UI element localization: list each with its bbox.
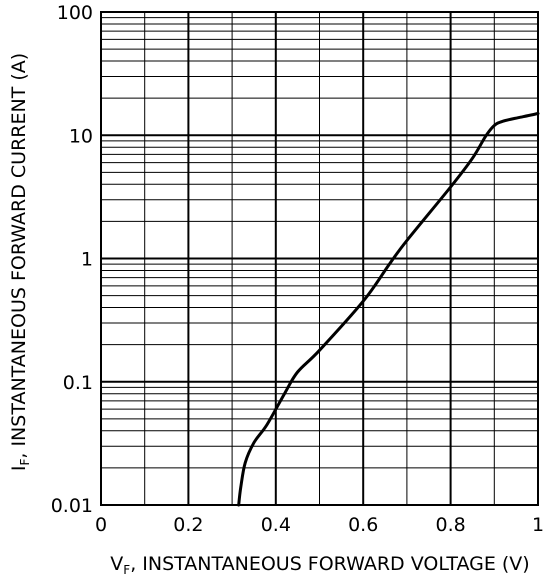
x-tick-labels: 0 0.2 0.4 0.6 0.8 1 xyxy=(95,514,544,536)
x-tick-label: 0.4 xyxy=(261,514,291,536)
y-tick-labels: 0.01 0.1 1 10 100 xyxy=(51,2,93,517)
grid xyxy=(100,11,539,506)
y-tick-label: 100 xyxy=(57,2,93,24)
x-tick-label: 0.8 xyxy=(435,514,465,536)
y-tick-label: 0.1 xyxy=(63,372,93,394)
y-tick-label: 10 xyxy=(69,125,93,147)
data-series-line xyxy=(237,112,540,507)
x-tick-label: 0.6 xyxy=(348,514,378,536)
y-axis-label: IF, INSTANTANEOUS FORWARD CURRENT (A) xyxy=(8,53,32,471)
y-tick-label: 0.01 xyxy=(51,495,93,517)
y-tick-label: 1 xyxy=(81,249,93,271)
plot-frame xyxy=(100,11,539,506)
x-tick-label: 0 xyxy=(95,514,107,536)
x-tick-label: 1 xyxy=(532,514,544,536)
x-axis-label: VF, INSTANTANEOUS FORWARD VOLTAGE (V) xyxy=(110,553,529,577)
x-tick-label: 0.2 xyxy=(173,514,203,536)
